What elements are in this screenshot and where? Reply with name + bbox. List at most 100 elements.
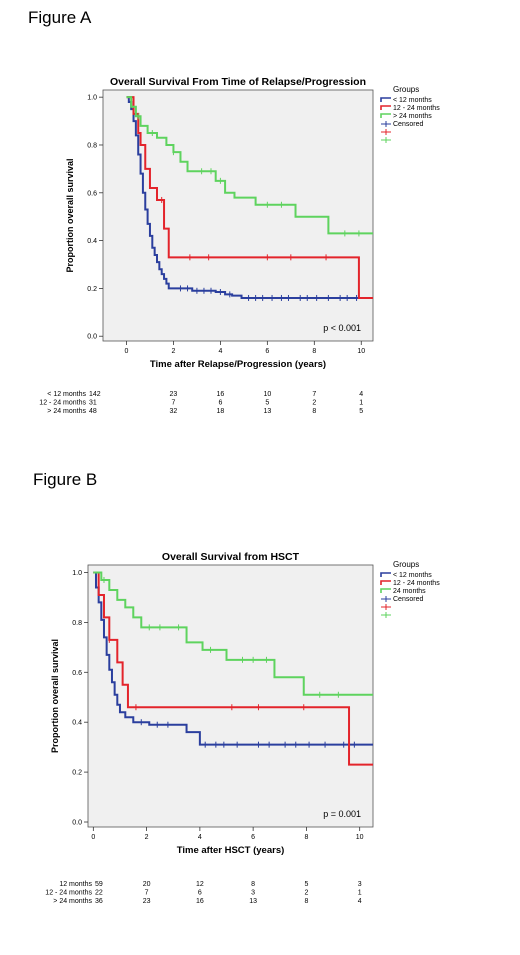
risk-row-n: 59 [95,881,103,888]
plot-area [87,564,374,828]
risk-row-count: 20 [143,881,151,888]
legend-title: Groups [393,560,419,569]
y-tick-label: 0.2 [72,770,82,777]
y-tick-label: 0.8 [72,620,82,627]
risk-row-count: 7 [145,890,149,897]
legend-swatch [380,572,391,577]
figure-b-label: Figure B [33,470,98,489]
chart-title: Overall Survival from HSCT [162,551,300,563]
p-value-annotation: p = 0.001 [323,809,361,819]
risk-row-count: 7 [171,400,175,407]
risk-row-count: 2 [312,400,316,407]
risk-row-count: 8 [304,898,308,905]
x-tick-label: 6 [251,834,255,841]
x-tick-label: 10 [357,348,365,355]
risk-row-count: 5 [265,400,269,407]
x-tick-label: 4 [198,834,202,841]
survival-chart-b: Overall Survival from HSCT 0.0 0.2 0.4 0.6 0.… [45,551,440,905]
plot-area [102,89,374,342]
series-line-0 [126,96,373,299]
y-tick-label: 1.0 [87,95,97,102]
legend-label: 24 months [393,588,426,595]
x-tick-label: 8 [312,348,316,355]
risk-row-count: 10 [263,391,271,398]
series-line-2 [126,96,373,235]
series-line-2 [93,571,373,696]
legend-label: 12 - 24 months [393,580,440,587]
risk-row-label: > 24 months [53,898,92,905]
risk-row-n: 142 [89,391,101,398]
risk-row-count: 3 [251,890,255,897]
legend-swatch [380,113,391,118]
x-tick-label: 0 [125,348,129,355]
risk-row-count: 23 [143,898,151,905]
y-tick-label: 0.6 [87,190,97,197]
legend-label: Censored [393,121,423,128]
series-line-1 [93,571,373,766]
risk-row-count: 13 [249,898,257,905]
risk-row-n: 48 [89,408,97,415]
risk-row-count: 6 [218,400,222,407]
risk-row-n: 36 [95,898,103,905]
risk-row-count: 23 [170,391,178,398]
p-value-annotation: p < 0.001 [323,323,361,333]
risk-row-count: 4 [359,391,363,398]
legend-label: < 12 months [393,572,432,579]
legend-title: Groups [393,85,419,94]
y-tick-label: 0.0 [87,334,97,341]
legend-label: 12 - 24 months [393,105,440,112]
legend-swatch [380,588,391,593]
legend-swatch [380,97,391,102]
x-tick-label: 2 [145,834,149,841]
risk-row-count: 6 [198,890,202,897]
risk-row-count: 3 [358,881,362,888]
risk-row-count: 1 [359,400,363,407]
survival-chart-a: Overall Survival From Time of Relapse/Pr… [39,76,440,415]
y-axis-label: Proportion overall survival [65,158,75,272]
legend-label: > 24 months [393,113,432,120]
y-tick-label: 0.6 [72,670,82,677]
risk-row-count: 2 [304,890,308,897]
risk-row-count: 4 [358,898,362,905]
risk-row-count: 5 [359,408,363,415]
risk-row-n: 31 [89,400,97,407]
y-tick-label: 1.0 [72,570,82,577]
risk-row-count: 12 [196,881,204,888]
x-tick-label: 2 [171,348,175,355]
x-tick-label: 4 [218,348,222,355]
y-tick-label: 0.8 [87,142,97,149]
x-axis-label: Time after Relapse/Progression (years) [150,359,326,370]
risk-row-label: 12 - 24 months [45,890,92,897]
risk-row-count: 7 [312,391,316,398]
risk-row-count: 8 [312,408,316,415]
risk-row-n: 22 [95,890,103,897]
x-tick-label: 0 [91,834,95,841]
x-axis-label: Time after HSCT (years) [177,845,285,856]
y-tick-label: 0.4 [87,238,97,245]
risk-row-count: 8 [251,881,255,888]
risk-row-count: 5 [304,881,308,888]
risk-row-label: > 24 months [47,408,86,415]
legend-swatch [380,105,391,110]
x-tick-label: 8 [304,834,308,841]
legend-swatch [380,580,391,585]
risk-row-count: 13 [263,408,271,415]
y-tick-label: 0.4 [72,720,82,727]
risk-row-count: 16 [196,898,204,905]
x-tick-label: 10 [356,834,364,841]
risk-row-label: 12 months [59,881,92,888]
risk-row-count: 32 [170,408,178,415]
y-axis-label: Proportion overall survival [50,639,60,753]
risk-row-count: 16 [216,391,224,398]
series-line-0 [93,571,373,746]
figure-a-label: Figure A [28,8,92,27]
risk-row-label: 12 - 24 months [39,400,86,407]
x-tick-label: 6 [265,348,269,355]
legend-label: Censored [393,596,423,603]
legend-label: < 12 months [393,97,432,104]
y-tick-label: 0.2 [87,286,97,293]
risk-row-label: < 12 months [47,391,86,398]
risk-row-count: 18 [216,408,224,415]
risk-row-count: 1 [358,890,362,897]
y-tick-label: 0.0 [72,820,82,827]
